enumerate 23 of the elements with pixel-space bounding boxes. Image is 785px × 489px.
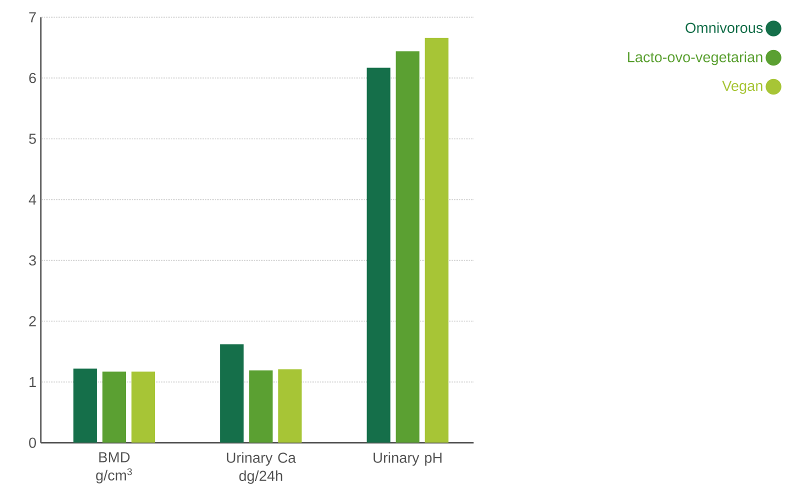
y-tick-label: 2 — [29, 316, 36, 326]
y-tick-label: 1 — [30, 376, 36, 387]
bar — [73, 368, 97, 443]
y-tick-label: 7 — [29, 12, 36, 22]
legend-label: Omnivorous — [686, 22, 763, 33]
y-tick-label: 4 — [28, 194, 36, 205]
bar — [278, 369, 302, 443]
x-tick-label: Urinary pH — [374, 452, 442, 466]
bar — [220, 344, 244, 443]
bar — [396, 51, 420, 443]
y-tick-label: 5 — [29, 134, 36, 144]
legend-label: Vegan — [722, 80, 762, 94]
bar — [424, 38, 448, 443]
bar — [131, 372, 156, 443]
y-tick-label: 3 — [29, 255, 36, 266]
bar — [249, 370, 273, 443]
y-tick-label: 6 — [29, 72, 36, 84]
legend-label: Lacto-ovo-vegetarian — [628, 52, 762, 66]
bar — [102, 372, 126, 443]
x-tick-label: Urinary Ca dg/24h — [226, 452, 296, 484]
x-tick-label: BMD g/cm$^{3}$ — [96, 452, 132, 484]
bar — [366, 68, 390, 443]
y-tick-label: 0 — [29, 438, 36, 448]
